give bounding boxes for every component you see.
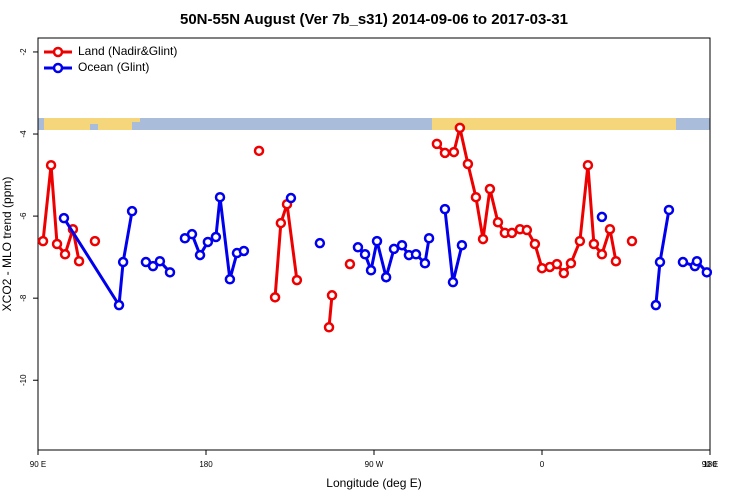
point: [650, 299, 662, 311]
point: [147, 260, 159, 272]
y-tick-label: -4: [19, 130, 28, 138]
y-tick-label: -6: [19, 212, 28, 220]
legend-label: Land (Nadir&Glint): [78, 44, 177, 58]
point: [448, 146, 460, 158]
point: [626, 235, 638, 247]
ocean-strip: [676, 118, 710, 130]
point: [529, 238, 541, 250]
point: [396, 239, 408, 251]
ocean-strip: [140, 118, 432, 130]
point: [89, 235, 101, 247]
point: [423, 233, 435, 244]
point: [291, 274, 303, 286]
y-tick-label: -8: [19, 294, 28, 302]
ocean-strip: [90, 124, 98, 130]
point: [186, 228, 198, 240]
point: [521, 224, 533, 236]
point: [210, 231, 222, 243]
y-axis-label: XCO2 - MLO trend (ppm): [0, 177, 14, 312]
x-tick-label: 90 E: [30, 460, 46, 469]
point: [37, 235, 49, 247]
point: [439, 147, 451, 159]
series-line: [62, 197, 708, 310]
point: [419, 258, 431, 269]
point: [574, 235, 586, 247]
x-tick-label: 90 W: [365, 460, 384, 469]
point: [164, 267, 176, 278]
point: [58, 212, 70, 224]
ocean-strip: [38, 118, 44, 130]
point: [701, 267, 713, 278]
point: [323, 322, 335, 333]
legend-marker: [52, 46, 64, 58]
point: [126, 205, 138, 217]
point: [269, 292, 281, 303]
point: [596, 211, 608, 223]
point: [73, 255, 85, 267]
point: [454, 122, 466, 134]
point: [154, 255, 166, 267]
point: [456, 239, 468, 251]
point: [388, 243, 400, 255]
point: [439, 203, 451, 215]
point: [352, 242, 364, 253]
point: [484, 183, 496, 195]
point: [275, 217, 287, 229]
x-tick-label: 180: [199, 460, 213, 469]
point: [253, 145, 265, 157]
point: [551, 258, 563, 270]
point: [224, 274, 236, 285]
point: [371, 235, 383, 247]
series-line: [43, 128, 632, 327]
point: [314, 237, 326, 249]
x-tick-label: 180: [703, 460, 717, 469]
point: [359, 249, 371, 260]
x-tick-label: 90 E: [702, 460, 718, 469]
point: [663, 204, 675, 216]
point: [238, 245, 250, 257]
point: [117, 256, 129, 268]
point: [582, 159, 594, 171]
point: [194, 249, 206, 261]
point: [410, 249, 422, 260]
point: [492, 217, 504, 228]
point: [604, 223, 616, 235]
point: [285, 192, 297, 204]
point: [45, 159, 57, 171]
x-axis-label: Longitude (deg E): [326, 476, 421, 490]
point: [477, 233, 489, 245]
point: [558, 267, 570, 279]
point: [365, 265, 377, 276]
point: [677, 256, 689, 268]
ocean-strip: [132, 122, 144, 130]
point: [470, 191, 482, 203]
y-tick-label: -10: [19, 374, 28, 386]
point: [654, 256, 666, 268]
point: [214, 191, 226, 203]
legend-label: Ocean (Glint): [78, 60, 149, 74]
point: [565, 258, 577, 269]
point: [610, 255, 622, 267]
point: [202, 236, 214, 248]
point: [462, 158, 474, 170]
point: [596, 249, 608, 260]
point: [588, 238, 600, 250]
point: [447, 276, 459, 288]
map-strip: [38, 118, 710, 130]
point: [506, 227, 518, 239]
point: [59, 249, 71, 260]
legend-marker: [52, 62, 64, 74]
y-tick-label: -2: [19, 48, 28, 56]
point: [344, 258, 356, 270]
point: [691, 255, 703, 267]
point: [380, 271, 392, 283]
x-tick-label: 0: [540, 460, 545, 469]
point: [113, 299, 125, 311]
point: [326, 290, 338, 301]
point: [51, 238, 63, 250]
point: [431, 138, 443, 150]
chart-title: 50N-55N August (Ver 7b_s31) 2014-09-06 t…: [180, 11, 568, 28]
